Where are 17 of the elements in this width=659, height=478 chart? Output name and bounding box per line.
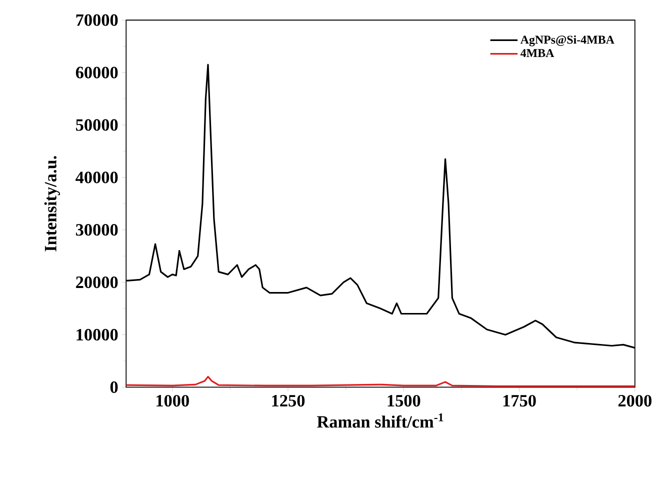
x-tick-label: 1000: [156, 395, 189, 407]
legend-label: 4MBA: [520, 49, 554, 58]
x-tick-label: 1500: [388, 395, 420, 407]
y-tick-label: 40000: [76, 172, 118, 184]
x-axis-title: Raman shift/cm$^{-1}$: [317, 413, 444, 428]
legend-label: AgNPs@Si-4MBA: [520, 35, 614, 46]
x-tick-label: 2000: [618, 395, 652, 407]
x-tick-label: 1250: [272, 395, 305, 407]
y-tick-label: 20000: [76, 276, 118, 288]
y-axis-title: Intensity/a.u.: [44, 156, 60, 252]
y-tick-label: 0: [110, 381, 118, 394]
y-tick-label: 30000: [76, 224, 118, 236]
y-tick-label: 60000: [76, 66, 118, 78]
y-tick-label: 10000: [76, 328, 118, 341]
y-tick-label: 50000: [76, 119, 118, 131]
y-tick-label: 70000: [76, 14, 118, 26]
x-tick-label: 1750: [503, 395, 536, 407]
